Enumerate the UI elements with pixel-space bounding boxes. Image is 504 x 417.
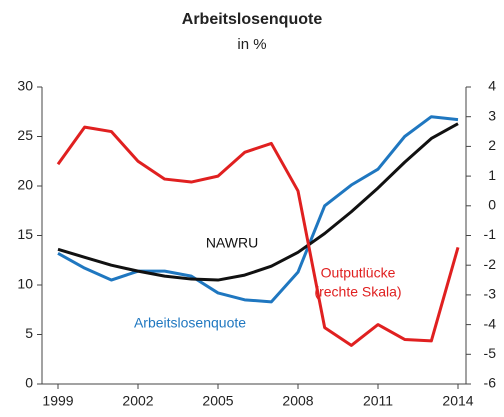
series-line [57, 115, 459, 304]
y-tick-label: 15 [17, 226, 33, 242]
annotation: Outputlücke [321, 265, 396, 281]
y2-tick-label: -6 [484, 375, 497, 391]
x-tick-label: 2002 [122, 393, 153, 409]
y-tick-label: 25 [17, 127, 33, 143]
y2-tick-label: 4 [488, 78, 496, 94]
y-tick-label: 5 [25, 325, 33, 341]
y2-tick-label: -1 [484, 226, 497, 242]
series-line [56, 125, 460, 347]
annotation: NAWRU [206, 235, 258, 251]
y-tick-label: 20 [17, 177, 33, 193]
y2-tick-label: -2 [484, 256, 497, 272]
x-tick-label: 2014 [442, 393, 473, 409]
x-tick-label: 1999 [42, 393, 73, 409]
y2-tick-label: -3 [484, 286, 497, 302]
chart-title: Arbeitslosenquote [182, 11, 323, 28]
y-tick-label: 10 [17, 276, 33, 292]
annotation: (rechte Skala) [314, 284, 401, 300]
x-tick-label: 2011 [363, 393, 393, 409]
series-line [57, 122, 459, 282]
y2-tick-label: 1 [488, 167, 496, 183]
y2-tick-label: -4 [484, 315, 497, 331]
annotation: Arbeitslosenquote [134, 315, 246, 331]
y2-tick-label: -5 [484, 345, 497, 361]
chart-subtitle: in % [237, 36, 266, 53]
x-tick-label: 2005 [202, 393, 233, 409]
y2-tick-label: 0 [488, 197, 496, 213]
y2-tick-label: 2 [488, 137, 496, 153]
y2-tick-label: 3 [488, 107, 496, 123]
y-tick-label: 30 [17, 78, 33, 94]
x-tick-label: 2008 [282, 393, 313, 409]
y-tick-label: 0 [25, 375, 33, 391]
